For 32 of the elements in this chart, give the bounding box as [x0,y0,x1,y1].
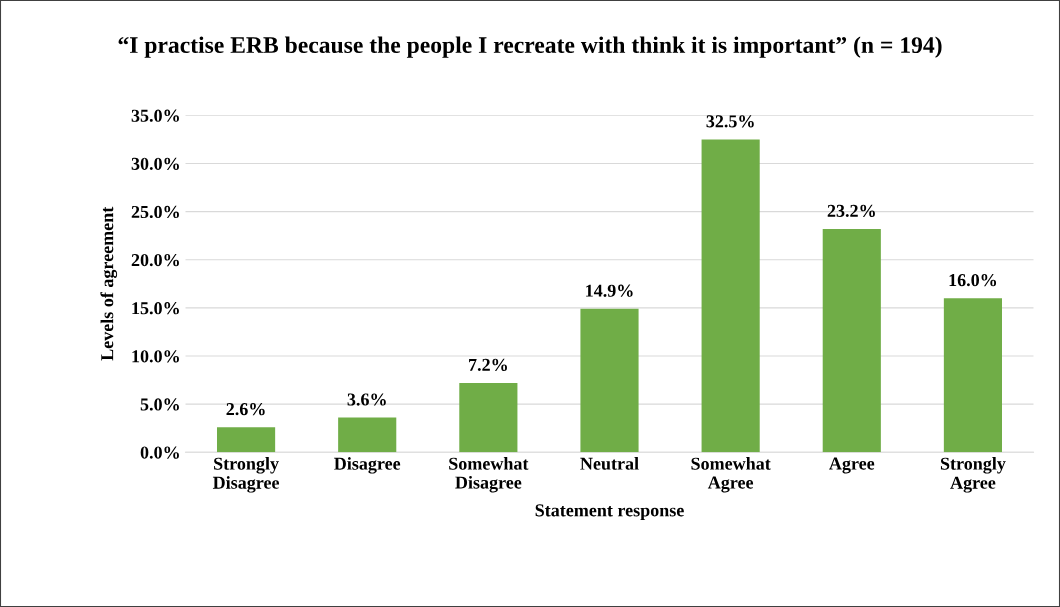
x-tick-label: Agree [829,457,875,474]
chart-title: “I practise ERB because the people I recreate with think it is important” (n = 194) [118,36,942,58]
x-tick-label: Somewhat Disagree [449,457,529,493]
y-tick-label: 5.0% [140,398,179,411]
bar [701,139,760,453]
x-tick-label: Strongly Agree [940,457,1006,493]
x-tick-label: Somewhat Agree [691,457,771,493]
y-tick-label: 25.0% [131,205,179,219]
x-tick-label: Disagree [334,457,401,474]
data-label: 32.5% [706,115,754,128]
data-label: 23.2% [827,204,875,217]
bar [822,228,881,453]
data-label: 14.9% [586,284,633,297]
y-tick-label: 30.0% [131,157,179,170]
bar [943,298,1002,453]
bar [459,382,518,453]
x-tick-label: Strongly Disagree [212,457,280,493]
y-tick-label: 10.0% [132,350,179,363]
bar [580,308,639,453]
y-tick-label: 20.0% [131,253,179,267]
data-label: 2.6% [226,403,265,416]
data-label: 7.2% [469,358,507,371]
x-axis-title: Statement response [535,504,684,521]
y-tick-label: 0.0% [140,446,179,459]
y-axis-title: Levels of agreement [100,206,118,361]
y-tick-label: 35.0% [131,109,179,122]
bar [217,427,276,453]
x-tick-label: Neutral [580,457,639,470]
data-label: 16.0% [949,274,997,287]
data-label: 3.6% [347,393,386,406]
y-tick-label: 15.0% [132,302,179,315]
bar [338,417,397,453]
